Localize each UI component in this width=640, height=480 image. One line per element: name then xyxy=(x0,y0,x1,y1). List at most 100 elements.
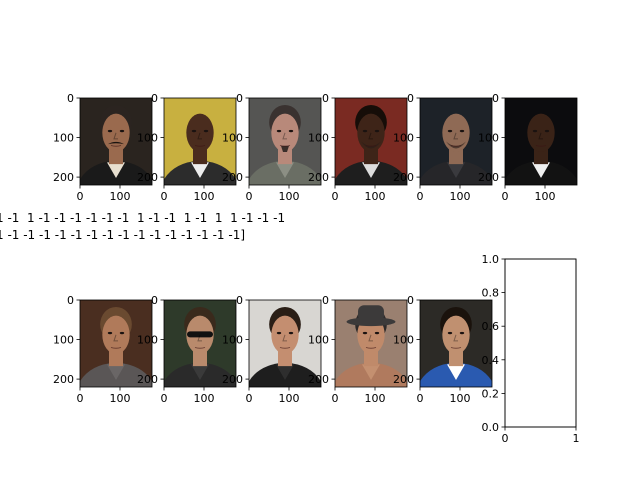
eye-left xyxy=(362,129,368,133)
face-5: 0 100 0 100 200 xyxy=(393,92,493,203)
sunglasses xyxy=(187,331,213,338)
eye-right xyxy=(459,129,465,133)
y-tick-label: 200 xyxy=(308,373,329,386)
nose xyxy=(282,132,287,140)
y-tick-label: 200 xyxy=(222,373,243,386)
y-tick-label: 0 xyxy=(407,294,414,307)
face-photo xyxy=(80,300,152,387)
y-tick-label: 200 xyxy=(53,171,74,184)
y-tick-label: 0.4 xyxy=(482,354,500,367)
face-3: 0 100 0 100 200 xyxy=(222,92,322,203)
eye-left xyxy=(362,331,368,335)
x-tick-label: 100 xyxy=(279,392,300,405)
face-10: 0 100 0 100 200 xyxy=(308,294,408,405)
axes-frame xyxy=(163,97,237,186)
face-7: 0 100 0 100 200 xyxy=(53,294,153,405)
x-tick-label: 100 xyxy=(365,190,386,203)
axes-frame xyxy=(79,97,153,186)
x-tick-label: 0 xyxy=(417,392,424,405)
x-tick-label: 0 xyxy=(161,392,168,405)
y-tick-label: 0.6 xyxy=(482,320,500,333)
face-11: 0 100 0 100 200 xyxy=(393,294,493,405)
x-tick-label: 100 xyxy=(279,190,300,203)
head xyxy=(271,113,299,152)
nose xyxy=(197,132,202,140)
face-8: 0 100 0 100 200 xyxy=(137,294,237,405)
mouth xyxy=(279,144,291,147)
x-tick-label: 0 xyxy=(502,432,509,445)
x-tick-label: 100 xyxy=(110,392,131,405)
eye-right xyxy=(119,331,125,335)
eye-left xyxy=(447,129,453,133)
face-photo xyxy=(335,300,407,387)
head xyxy=(186,113,214,152)
axes-frame xyxy=(163,299,237,388)
collar xyxy=(447,162,465,179)
head xyxy=(102,315,130,354)
axes-frame xyxy=(504,97,578,186)
face-photo xyxy=(420,98,492,185)
face-photo xyxy=(80,98,152,185)
axes-frame xyxy=(419,97,493,186)
head xyxy=(442,113,470,152)
nose xyxy=(282,334,287,342)
mustache xyxy=(108,141,124,145)
y-tick-label: 0 xyxy=(236,92,243,105)
axes-frame xyxy=(79,299,153,388)
y-tick-label: 0 xyxy=(322,92,329,105)
collar xyxy=(107,364,125,381)
eye-right xyxy=(544,129,550,133)
x-tick-label: 0 xyxy=(417,190,424,203)
face-photo xyxy=(505,98,577,185)
collar xyxy=(191,162,209,179)
collar xyxy=(362,364,380,381)
axes-frame xyxy=(334,299,408,388)
mouth xyxy=(194,144,206,147)
y-tick-label: 200 xyxy=(53,373,74,386)
eye-left xyxy=(532,129,538,133)
beard xyxy=(446,141,466,149)
x-tick-label: 100 xyxy=(365,392,386,405)
mouth xyxy=(110,346,122,349)
y-tick-label: 100 xyxy=(53,334,74,347)
y-tick-label: 0 xyxy=(407,92,414,105)
y-tick-label: 200 xyxy=(222,171,243,184)
eye-right xyxy=(203,129,209,133)
y-tick-label: 200 xyxy=(478,171,499,184)
eye-right xyxy=(374,129,380,133)
face-photo xyxy=(420,300,492,387)
face-photo xyxy=(164,98,236,185)
x-tick-label: 0 xyxy=(246,392,253,405)
y-tick-label: 100 xyxy=(393,334,414,347)
y-tick-label: 200 xyxy=(137,373,158,386)
axes-frame xyxy=(248,299,322,388)
x-tick-label: 0 xyxy=(77,392,84,405)
face-6: 0 100 0 100 200 xyxy=(478,92,578,203)
y-tick-label: 0 xyxy=(151,294,158,307)
axes-frame xyxy=(334,97,408,186)
nose xyxy=(197,334,202,342)
face-4: 0 100 0 100 200 xyxy=(308,92,408,203)
x-tick-label: 0 xyxy=(161,190,168,203)
eye-left xyxy=(276,331,282,335)
mouth xyxy=(365,346,377,349)
y-tick-label: 200 xyxy=(137,171,158,184)
y-tick-label: 0 xyxy=(322,294,329,307)
label-vector-line-2: 1 -1 -1 -1 -1 -1 -1 -1 -1 -1 -1 -1 -1 -1… xyxy=(0,228,246,242)
y-tick-label: 1.0 xyxy=(482,253,500,266)
y-tick-label: 100 xyxy=(222,132,243,145)
y-tick-label: 0.8 xyxy=(482,287,500,300)
head xyxy=(357,113,385,152)
mouth xyxy=(365,144,377,147)
nose xyxy=(368,334,373,342)
x-tick-label: 100 xyxy=(535,190,556,203)
y-tick-label: 100 xyxy=(53,132,74,145)
beard xyxy=(361,141,381,149)
y-tick-label: 200 xyxy=(393,373,414,386)
head xyxy=(271,315,299,354)
label-vector-line-1: 1 -1 1 -1 -1 -1 -1 -1 -1 1 -1 -1 1 -1 1 … xyxy=(0,211,286,225)
collar xyxy=(107,162,125,179)
eye-right xyxy=(459,331,465,335)
y-tick-label: 100 xyxy=(308,334,329,347)
y-tick-label: 0.0 xyxy=(482,421,500,434)
